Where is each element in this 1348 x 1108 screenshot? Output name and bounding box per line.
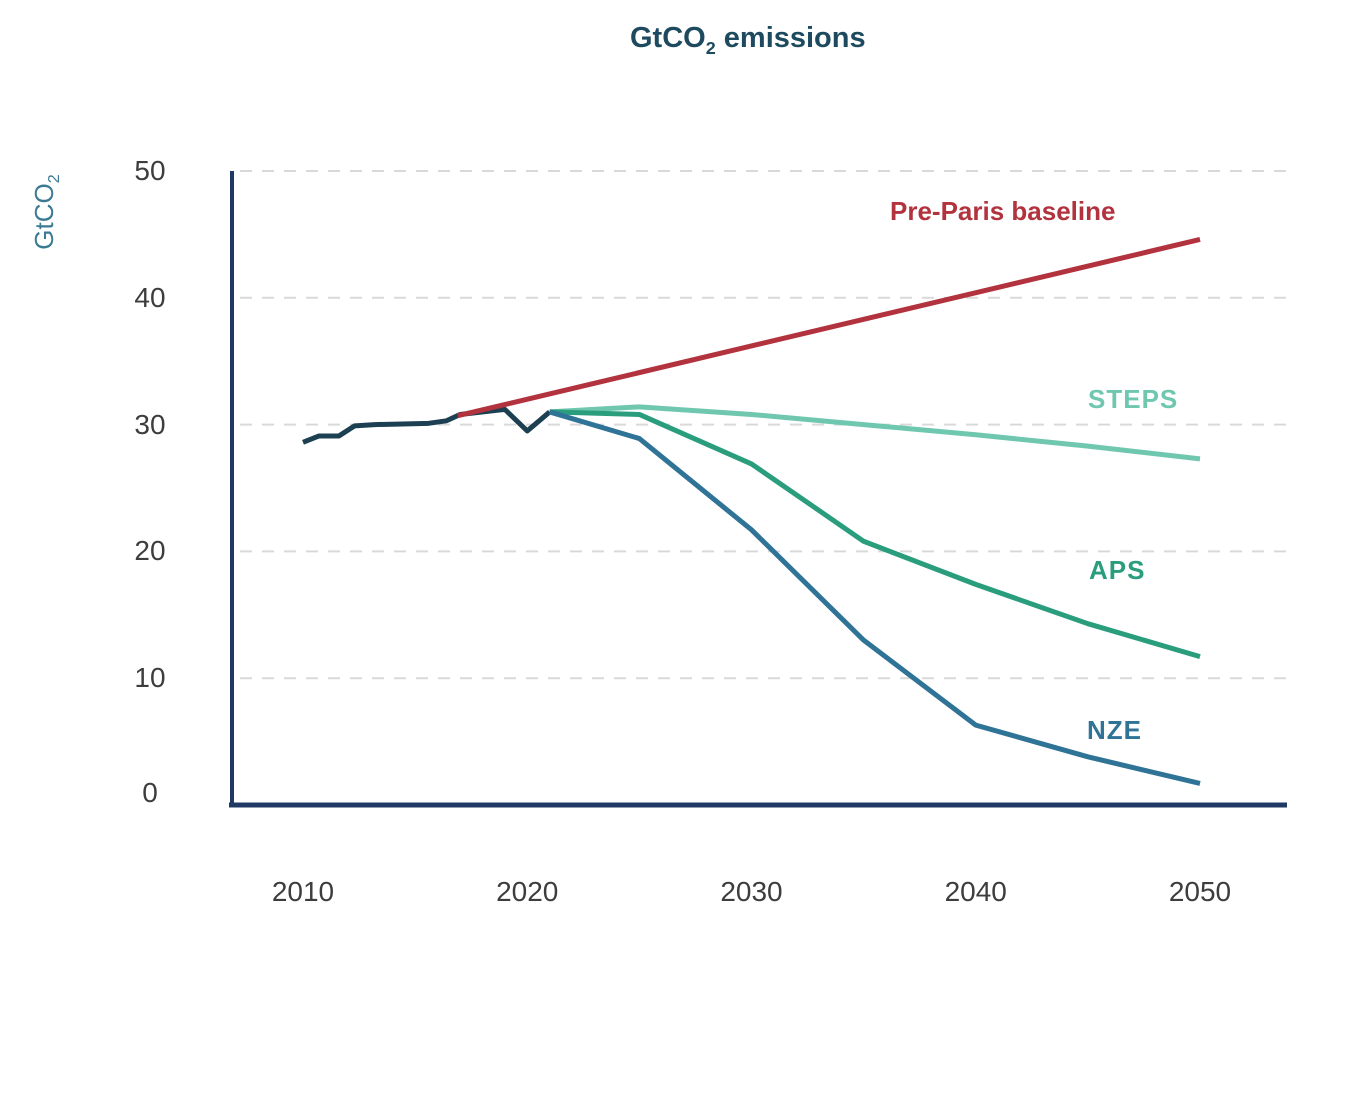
series-line-historical-emissions	[302, 406, 552, 445]
y-tick-label-20: 20	[134, 535, 166, 567]
series-label-pre-paris-baseline: Pre-Paris baseline	[890, 196, 1116, 226]
series-label-steps: STEPS	[1088, 384, 1179, 414]
y-tick-label-40: 40	[134, 281, 166, 313]
series-line-aps	[549, 409, 1201, 660]
series-line-nze	[548, 409, 1201, 786]
chart-title-text: GtCO	[630, 22, 706, 54]
series-label-nze: NZE	[1087, 715, 1142, 745]
chart-title-suffix: emissions	[715, 22, 866, 54]
x-tick-label-2020: 2020	[496, 876, 559, 907]
chart-title-subscript: 2	[705, 37, 716, 58]
x-tick-label-2010: 2010	[271, 876, 335, 907]
y-tick-label-30: 30	[134, 408, 166, 440]
y-tick-label-50: 50	[134, 155, 166, 186]
y-tick-label-0: 0	[142, 777, 158, 808]
series-label-aps: APS	[1089, 555, 1146, 585]
y-tick-label-10: 10	[134, 662, 166, 694]
series-lines	[302, 237, 1201, 786]
x-tick-label-2040: 2040	[944, 876, 1007, 907]
series-line-pre-paris-baseline	[457, 237, 1201, 419]
series-line-steps	[549, 404, 1201, 462]
chart-title: GtCO2 emissions	[630, 22, 866, 59]
x-tick-label-2030: 2030	[720, 876, 783, 907]
x-tick-label-2050: 2050	[1168, 876, 1232, 907]
